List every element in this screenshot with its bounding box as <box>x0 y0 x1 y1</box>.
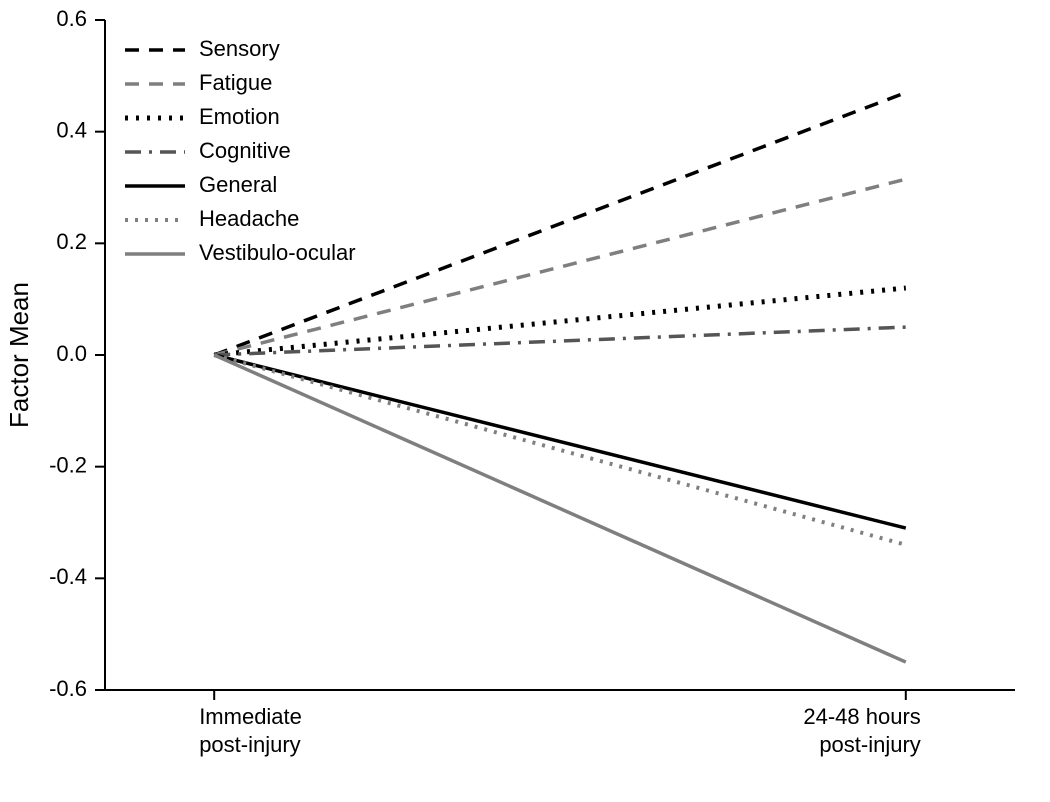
legend-label: Fatigue <box>199 70 272 95</box>
y-axis-title: Factor Mean <box>4 282 34 428</box>
series-line <box>214 355 906 528</box>
legend-label: Emotion <box>199 104 280 129</box>
x-category-label: post-injury <box>819 732 920 757</box>
series-line <box>214 93 906 355</box>
y-tick-label: 0.2 <box>56 229 87 254</box>
y-tick-label: -0.6 <box>49 676 87 701</box>
legend-label: Sensory <box>199 36 280 61</box>
series-line <box>214 355 906 545</box>
x-category-label: post-injury <box>199 732 300 757</box>
y-tick-label: 0.0 <box>56 341 87 366</box>
y-tick-label: -0.4 <box>49 564 87 589</box>
series-line <box>214 327 906 355</box>
factor-mean-chart: -0.6 -0.4 -0.2 0.0 0.2 0.4 0.6 Factor Mean Immed… <box>0 0 1050 802</box>
series-line <box>214 288 906 355</box>
legend-label: Headache <box>199 206 299 231</box>
x-category-label: 24-48 hours <box>803 704 920 729</box>
y-tick-label: 0.6 <box>56 6 87 31</box>
legend-label: Cognitive <box>199 138 291 163</box>
x-category-label: Immediate <box>199 704 302 729</box>
legend-label: Vestibulo-ocular <box>199 240 356 265</box>
y-tick-label: -0.2 <box>49 452 87 477</box>
series-line <box>214 179 906 355</box>
y-tick-label: 0.4 <box>56 117 87 142</box>
legend-label: General <box>199 172 277 197</box>
series-line <box>214 355 906 662</box>
chart-svg: -0.6 -0.4 -0.2 0.0 0.2 0.4 0.6 Factor Mean Immed… <box>0 0 1050 802</box>
